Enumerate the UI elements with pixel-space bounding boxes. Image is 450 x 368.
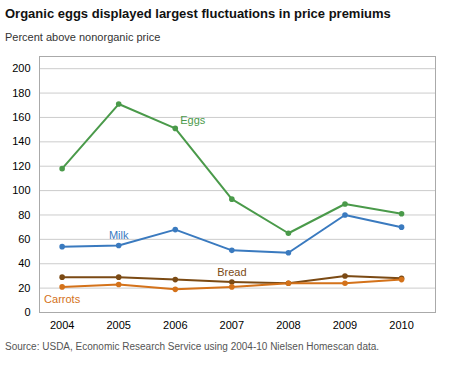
svg-text:120: 120 xyxy=(12,160,30,172)
svg-text:160: 160 xyxy=(12,111,30,123)
svg-text:2007: 2007 xyxy=(220,319,244,331)
svg-text:Bread: Bread xyxy=(217,266,246,278)
svg-text:200: 200 xyxy=(12,62,30,74)
svg-text:140: 140 xyxy=(12,135,30,147)
svg-text:0: 0 xyxy=(24,306,30,318)
html-text:Percent above nonorganic price: Percent above nonorganic price xyxy=(5,31,161,43)
svg-text:80: 80 xyxy=(18,208,30,220)
svg-text:2008: 2008 xyxy=(276,319,300,331)
svg-text:2005: 2005 xyxy=(106,319,130,331)
html-text:Source: USDA, Economic Researc: Source: USDA, Economic Research Service … xyxy=(5,341,380,352)
svg-text:2009: 2009 xyxy=(333,319,357,331)
html-text:Organic eggs displayed largest: Organic eggs displayed largest fluctuati… xyxy=(5,6,391,21)
svg-text:2010: 2010 xyxy=(389,319,413,331)
svg-text:60: 60 xyxy=(18,233,30,245)
svg-text:2004: 2004 xyxy=(50,319,74,331)
svg-text:180: 180 xyxy=(12,87,30,99)
svg-text:Eggs: Eggs xyxy=(180,114,206,126)
svg-text:100: 100 xyxy=(12,184,30,196)
svg-text:Carrots: Carrots xyxy=(44,293,81,305)
svg-text:2006: 2006 xyxy=(163,319,187,331)
svg-text:Milk: Milk xyxy=(109,229,129,241)
svg-text:20: 20 xyxy=(18,282,30,294)
svg-text:40: 40 xyxy=(18,257,30,269)
